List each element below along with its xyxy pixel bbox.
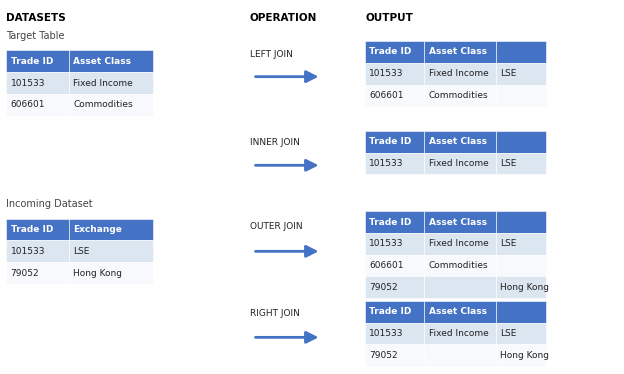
Text: 79052: 79052 — [369, 351, 398, 360]
Text: Trade ID: Trade ID — [369, 47, 412, 56]
Bar — [424, 131, 496, 153]
Bar — [365, 41, 424, 63]
Text: Hong Kong: Hong Kong — [500, 283, 550, 292]
Text: Fixed Income: Fixed Income — [429, 69, 489, 78]
Text: Asset Class: Asset Class — [429, 47, 487, 56]
Bar — [424, 344, 496, 366]
Bar — [496, 301, 546, 323]
Bar — [496, 153, 546, 174]
Text: Commodities: Commodities — [429, 261, 489, 270]
Text: Trade ID: Trade ID — [369, 137, 412, 146]
Bar — [365, 255, 424, 276]
Text: DATASETS: DATASETS — [6, 13, 66, 23]
Bar — [496, 323, 546, 344]
Text: Commodities: Commodities — [73, 100, 133, 109]
Bar — [69, 240, 153, 262]
Bar — [6, 72, 69, 94]
Bar — [365, 63, 424, 85]
Text: 101533: 101533 — [369, 69, 404, 78]
Bar — [424, 301, 496, 323]
Bar — [6, 219, 69, 240]
Text: Asset Class: Asset Class — [429, 307, 487, 316]
Text: 79052: 79052 — [369, 283, 398, 292]
Text: Trade ID: Trade ID — [11, 57, 53, 66]
Bar — [69, 72, 153, 94]
Text: 101533: 101533 — [369, 239, 404, 248]
Bar — [424, 153, 496, 174]
Text: Hong Kong: Hong Kong — [73, 269, 122, 278]
Text: Incoming Dataset: Incoming Dataset — [6, 199, 93, 209]
Text: Fixed Income: Fixed Income — [429, 329, 489, 338]
Text: Commodities: Commodities — [429, 91, 489, 100]
Text: 606601: 606601 — [11, 100, 45, 109]
Bar — [496, 233, 546, 255]
Bar — [424, 211, 496, 233]
Bar — [69, 262, 153, 284]
Bar — [424, 255, 496, 276]
Bar — [496, 276, 546, 298]
Text: Fixed Income: Fixed Income — [429, 159, 489, 168]
Bar — [69, 219, 153, 240]
Text: Fixed Income: Fixed Income — [429, 239, 489, 248]
Text: Fixed Income: Fixed Income — [73, 79, 133, 88]
Bar — [365, 153, 424, 174]
Text: Trade ID: Trade ID — [11, 225, 53, 234]
Bar — [365, 211, 424, 233]
Bar — [424, 233, 496, 255]
Text: RIGHT JOIN: RIGHT JOIN — [250, 309, 300, 318]
Text: LSE: LSE — [500, 159, 517, 168]
Text: 101533: 101533 — [11, 79, 45, 88]
Bar — [496, 131, 546, 153]
Bar — [496, 344, 546, 366]
Bar — [69, 50, 153, 72]
Bar — [365, 301, 424, 323]
Bar — [424, 63, 496, 85]
Bar — [424, 85, 496, 106]
Text: 606601: 606601 — [369, 261, 404, 270]
Bar — [496, 85, 546, 106]
Text: Exchange: Exchange — [73, 225, 122, 234]
Bar — [365, 323, 424, 344]
Bar — [6, 94, 69, 116]
Text: 101533: 101533 — [11, 247, 45, 256]
Text: LSE: LSE — [500, 69, 517, 78]
Text: OUTPUT: OUTPUT — [365, 13, 413, 23]
Text: Trade ID: Trade ID — [369, 218, 412, 227]
Bar — [496, 41, 546, 63]
Bar — [424, 41, 496, 63]
Bar — [6, 240, 69, 262]
Text: 79052: 79052 — [11, 269, 39, 278]
Bar — [365, 85, 424, 106]
Text: OPERATION: OPERATION — [250, 13, 317, 23]
Text: 606601: 606601 — [369, 91, 404, 100]
Text: Hong Kong: Hong Kong — [500, 351, 550, 360]
Bar — [496, 255, 546, 276]
Bar — [365, 131, 424, 153]
Bar — [496, 63, 546, 85]
Bar — [365, 233, 424, 255]
Text: Asset Class: Asset Class — [429, 137, 487, 146]
Bar — [496, 211, 546, 233]
Bar — [365, 344, 424, 366]
Bar — [69, 94, 153, 116]
Text: LSE: LSE — [500, 329, 517, 338]
Text: INNER JOIN: INNER JOIN — [250, 138, 300, 147]
Text: LSE: LSE — [73, 247, 89, 256]
Text: Asset Class: Asset Class — [73, 57, 131, 66]
Bar — [424, 323, 496, 344]
Bar — [365, 276, 424, 298]
Bar — [6, 50, 69, 72]
Text: 101533: 101533 — [369, 329, 404, 338]
Bar — [6, 262, 69, 284]
Bar — [424, 276, 496, 298]
Text: LEFT JOIN: LEFT JOIN — [250, 50, 293, 59]
Text: Trade ID: Trade ID — [369, 307, 412, 316]
Text: 101533: 101533 — [369, 159, 404, 168]
Text: LSE: LSE — [500, 239, 517, 248]
Text: Target Table: Target Table — [6, 31, 65, 41]
Text: Asset Class: Asset Class — [429, 218, 487, 227]
Text: OUTER JOIN: OUTER JOIN — [250, 222, 302, 231]
